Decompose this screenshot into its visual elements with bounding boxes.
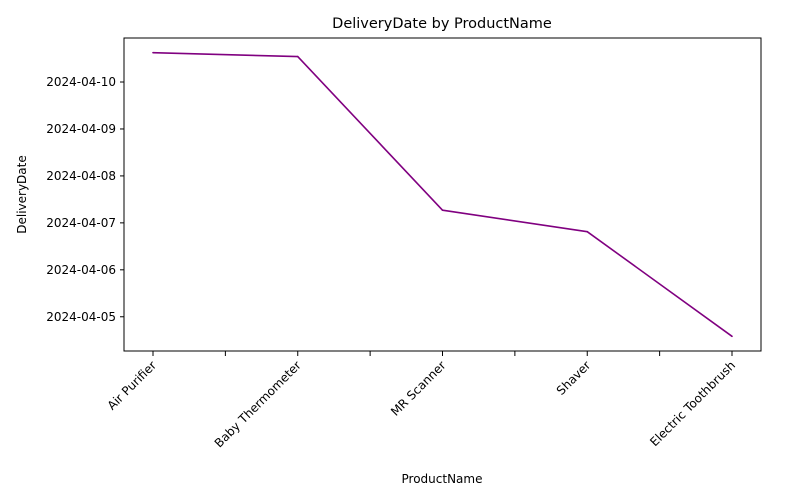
data-point [731,335,733,338]
y-axis-title: DeliveryDate [15,155,29,234]
x-tick-label: MR Scanner [388,358,449,419]
y-tick-label: 2024-04-09 [46,122,116,136]
data-point [152,51,154,54]
chart-title: DeliveryDate by ProductName [332,16,552,32]
y-axis: 2024-04-05 2024-04-06 2024-04-07 2024-04-08… [46,75,124,324]
x-tick-label: Baby Thermometer [212,358,304,450]
x-axis-title: ProductName [402,472,483,486]
x-tick-label: Air Purifier [105,358,160,413]
y-tick-label: 2024-04-07 [46,216,116,230]
data-point [586,230,589,233]
y-tick-label: 2024-04-10 [46,75,116,89]
series-line [152,51,733,337]
y-tick-label: 2024-04-06 [46,263,116,277]
series-layer [152,51,733,338]
y-tick-label: 2024-04-05 [46,310,116,324]
y-tick-label: 2024-04-08 [46,169,116,183]
x-axis: Air Purifier Baby Thermometer MR Scanner Sh… [105,351,738,450]
x-tick-label: Shaver [554,358,594,398]
data-point [441,209,444,211]
data-point [296,55,299,58]
plot-area-frame [123,37,762,352]
x-tick-label: Electric Toothbrush [647,358,738,449]
